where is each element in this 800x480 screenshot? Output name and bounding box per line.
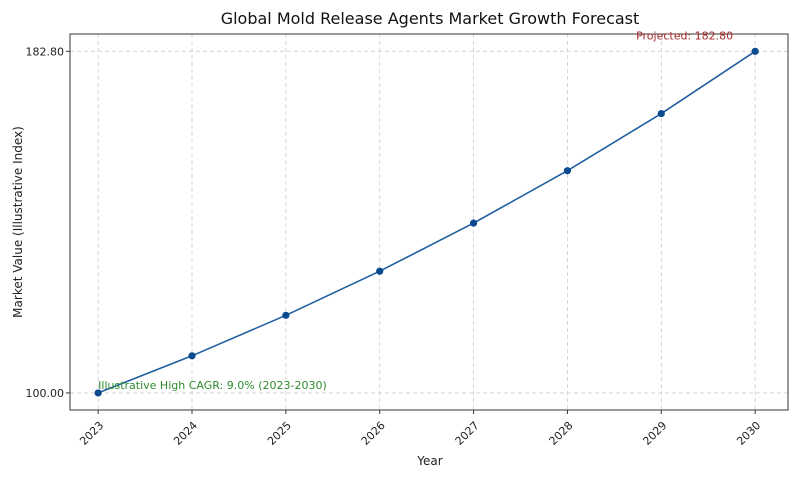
y-tick-label: 182.80 [26, 45, 65, 58]
data-point [563, 167, 572, 175]
grid [70, 34, 788, 410]
x-axis-label: Year [416, 454, 442, 468]
y-axis-label: Market Value (Illustrative Index) [11, 126, 25, 318]
data-point [282, 311, 290, 319]
series-line [97, 50, 756, 394]
data-point [376, 267, 384, 275]
chart-title: Global Mold Release Agents Market Growth… [221, 9, 640, 28]
series-group [94, 47, 759, 397]
plot-frame [69, 33, 789, 411]
annotation-cagr: Illustrative High CAGR: 9.0% (2023-2030) [98, 379, 327, 392]
data-point [657, 109, 665, 118]
annotations: Projected: 182.80 Illustrative High CAGR:… [98, 29, 733, 392]
data-point [751, 47, 759, 55]
y-tick-label: 100.00 [26, 387, 65, 400]
data-point [94, 389, 102, 397]
data-point [469, 219, 478, 227]
data-point [188, 352, 196, 360]
annotation-projected: Projected: 182.80 [636, 29, 733, 42]
y-axis: 100.00 182.80 [26, 45, 70, 400]
